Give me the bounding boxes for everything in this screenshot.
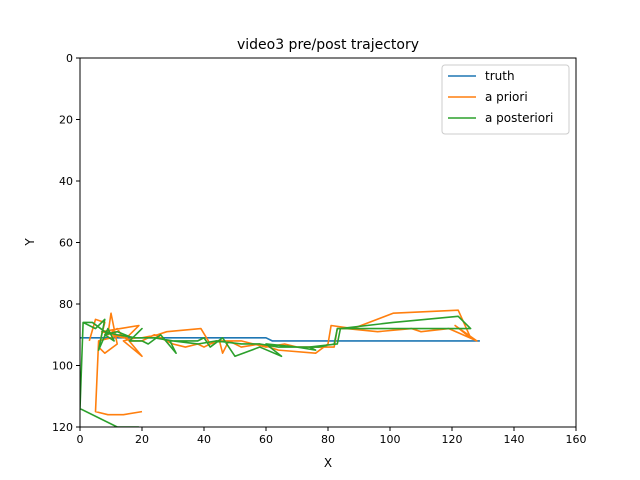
legend-label: a priori xyxy=(485,90,528,104)
y-axis: 0 20 40 60 80 100 120 xyxy=(52,52,80,434)
x-tick-label: 60 xyxy=(259,433,273,446)
y-axis-label: Y xyxy=(23,238,37,247)
x-tick-label: 160 xyxy=(566,433,587,446)
series-line-truth xyxy=(80,337,480,342)
series-layer xyxy=(80,309,480,427)
y-tick-label: 120 xyxy=(52,421,73,434)
y-tick-label: 0 xyxy=(66,52,73,65)
x-tick-label: 100 xyxy=(380,433,401,446)
legend-box xyxy=(441,64,570,135)
chart-title: video3 pre/post trajectory xyxy=(237,37,419,53)
series-line-a-posteriori xyxy=(80,315,472,427)
legend-label: a posteriori xyxy=(485,111,553,125)
y-tick-label: 100 xyxy=(52,360,73,373)
x-tick-label: 20 xyxy=(135,433,149,446)
y-tick-label: 40 xyxy=(59,175,73,188)
legend: truth a priori a posteriori xyxy=(441,64,570,135)
y-tick-label: 20 xyxy=(59,114,73,127)
legend-label: truth xyxy=(485,69,515,83)
x-tick-label: 40 xyxy=(197,433,211,446)
x-axis-label: X xyxy=(324,456,332,470)
y-tick-label: 80 xyxy=(59,298,73,311)
y-tick-label: 60 xyxy=(59,237,73,250)
x-tick-label: 0 xyxy=(77,433,84,446)
x-axis: 0 20 40 60 80 100 120 140 160 xyxy=(77,427,587,446)
x-tick-label: 120 xyxy=(442,433,463,446)
x-tick-label: 140 xyxy=(504,433,525,446)
x-tick-label: 80 xyxy=(321,433,335,446)
